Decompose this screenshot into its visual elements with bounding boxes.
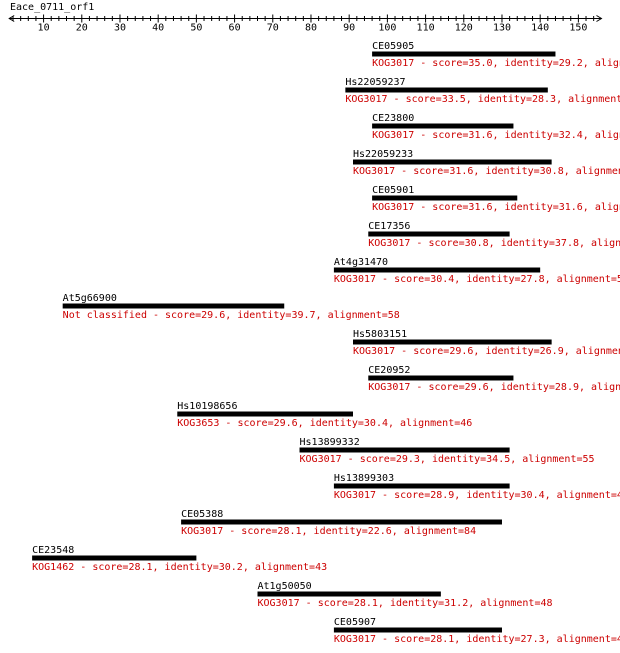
hit-name[interactable]: At5g66900 (63, 293, 117, 304)
hit-row[interactable]: CE23800 KOG3017 - score=31.6, identity=32… (372, 113, 620, 141)
tick-label: 30 (114, 23, 126, 34)
hit-description: KOG3017 - score=31.6, identity=32.4, ali… (372, 130, 620, 141)
hit-description: KOG3017 - score=35.0, identity=29.2, ali… (372, 58, 620, 69)
hit-row[interactable]: Hs10198656 KOG3653 - score=29.6, identity… (177, 401, 472, 429)
hit-row[interactable]: Hs22059237 KOG3017 - score=33.5, identity… (345, 77, 620, 105)
tick-label: 110 (417, 23, 435, 34)
hit-name[interactable]: Hs13899332 (300, 437, 360, 448)
ruler-axis: 10 20 30 40 50 60 70 80 90 100 110 120 130 140 150 (8, 14, 603, 34)
hit-bar[interactable] (353, 159, 552, 165)
hit-row[interactable]: Hs5803151 KOG3017 - score=29.6, identity=… (353, 329, 620, 357)
tick-label: 10 (38, 23, 50, 34)
hit-description: KOG3017 - score=29.6, identity=28.9, ali… (368, 382, 620, 393)
hit-row[interactable]: At1g50050 KOG3017 - score=28.1, identity=… (257, 581, 553, 609)
hit-bar[interactable] (368, 231, 510, 237)
hit-description: KOG3017 - score=30.4, identity=27.8, ali… (334, 274, 620, 285)
hit-name[interactable]: CE17356 (368, 221, 410, 232)
hit-name[interactable]: CE05907 (334, 617, 376, 628)
hit-description: KOG3017 - score=28.1, identity=27.3, ali… (334, 634, 620, 645)
hit-bar[interactable] (333, 267, 541, 273)
hit-row[interactable]: CE23548 KOG1462 - score=28.1, identity=30… (32, 545, 327, 573)
hit-row[interactable]: Hs13899303 KOG3017 - score=28.9, identity… (333, 473, 620, 501)
hit-description: Not classified - score=29.6, identity=39… (63, 310, 400, 321)
hit-name[interactable]: At4g31470 (334, 257, 388, 268)
hit-bar[interactable] (372, 123, 514, 129)
hit-description: KOG3017 - score=33.5, identity=28.3, ali… (345, 94, 620, 105)
hit-row[interactable]: CE05907 KOG3017 - score=28.1, identity=27… (333, 617, 620, 645)
hit-bar[interactable] (368, 375, 514, 381)
hit-bar[interactable] (353, 339, 552, 345)
hit-description: KOG1462 - score=28.1, identity=30.2, ali… (32, 562, 327, 573)
tick-label: 40 (152, 23, 164, 34)
tick-label: 140 (531, 23, 549, 34)
hit-description: KOG3017 - score=30.8, identity=37.8, ali… (368, 238, 620, 249)
hit-row[interactable]: CE17356 KOG3017 - score=30.8, identity=37… (368, 221, 620, 249)
hit-name[interactable]: Hs10198656 (177, 401, 237, 412)
hit-name[interactable]: CE20952 (368, 365, 410, 376)
hit-row[interactable]: Hs22059233 KOG3017 - score=31.6, identity… (353, 149, 620, 177)
hit-bar[interactable] (345, 87, 548, 93)
tick-label: 80 (305, 23, 317, 34)
hit-bar[interactable] (177, 411, 353, 417)
axis-arrow-right-icon (596, 15, 603, 22)
hit-name[interactable]: CE23548 (32, 545, 74, 556)
hit-name[interactable]: CE05388 (181, 509, 223, 520)
hit-name[interactable]: CE23800 (372, 113, 414, 124)
tick-label: 70 (267, 23, 279, 34)
hit-name[interactable]: CE05901 (372, 185, 414, 196)
hit-description: KOG3017 - score=29.6, identity=26.9, ali… (353, 346, 620, 357)
hit-row[interactable]: CE05905 KOG3017 - score=35.0, identity=29… (372, 41, 620, 69)
hit-description: KOG3653 - score=29.6, identity=30.4, ali… (177, 418, 472, 429)
hit-row[interactable]: CE05901 KOG3017 - score=31.6, identity=31… (372, 185, 620, 213)
hit-bar[interactable] (333, 483, 510, 489)
hit-name[interactable]: CE05905 (372, 41, 414, 52)
hit-description: KOG3017 - score=28.1, identity=22.6, ali… (181, 526, 476, 537)
hit-row[interactable]: At5g66900 Not classified - score=29.6, id… (62, 293, 400, 321)
hit-name[interactable]: At1g50050 (258, 581, 312, 592)
hit-row[interactable]: CE05388 KOG3017 - score=28.1, identity=22… (181, 509, 502, 537)
tick-label: 100 (378, 23, 396, 34)
hit-description: KOG3017 - score=28.9, identity=30.4, ali… (334, 490, 620, 501)
hit-description: KOG3017 - score=29.3, identity=34.5, ali… (300, 454, 595, 465)
tick-label: 50 (190, 23, 202, 34)
tick-label: 20 (76, 23, 88, 34)
hit-name[interactable]: Hs5803151 (353, 329, 407, 340)
tick-label: 60 (229, 23, 241, 34)
hit-name[interactable]: Hs13899303 (334, 473, 394, 484)
hit-row[interactable]: Hs13899332 KOG3017 - score=29.3, identity… (299, 437, 595, 465)
hit-bar[interactable] (333, 627, 502, 633)
hit-row[interactable]: At4g31470 KOG3017 - score=30.4, identity=… (333, 257, 620, 285)
hit-bar[interactable] (32, 555, 197, 561)
hit-bar[interactable] (181, 519, 502, 525)
hit-name[interactable]: Hs22059233 (353, 149, 413, 160)
hit-bar[interactable] (62, 303, 285, 309)
tick-label: 150 (569, 23, 587, 34)
hit-list: CE05905 KOG3017 - score=35.0, identity=29… (32, 41, 620, 645)
hit-bar[interactable] (257, 591, 441, 597)
hit-name[interactable]: Hs22059237 (345, 77, 405, 88)
hit-description: KOG3017 - score=31.6, identity=31.6, ali… (372, 202, 620, 213)
tick-label: 90 (343, 23, 355, 34)
hit-row[interactable]: CE20952 KOG3017 - score=29.6, identity=28… (368, 365, 620, 393)
hit-description: KOG3017 - score=31.6, identity=30.8, ali… (353, 166, 620, 177)
hit-bar[interactable] (299, 447, 510, 453)
hit-bar[interactable] (372, 195, 518, 201)
tick-label: 120 (455, 23, 473, 34)
tick-label: 130 (493, 23, 511, 34)
hit-description: KOG3017 - score=28.1, identity=31.2, ali… (258, 598, 553, 609)
hit-bar[interactable] (372, 51, 556, 57)
query-title: Eace_0711_orf1 (10, 2, 94, 13)
